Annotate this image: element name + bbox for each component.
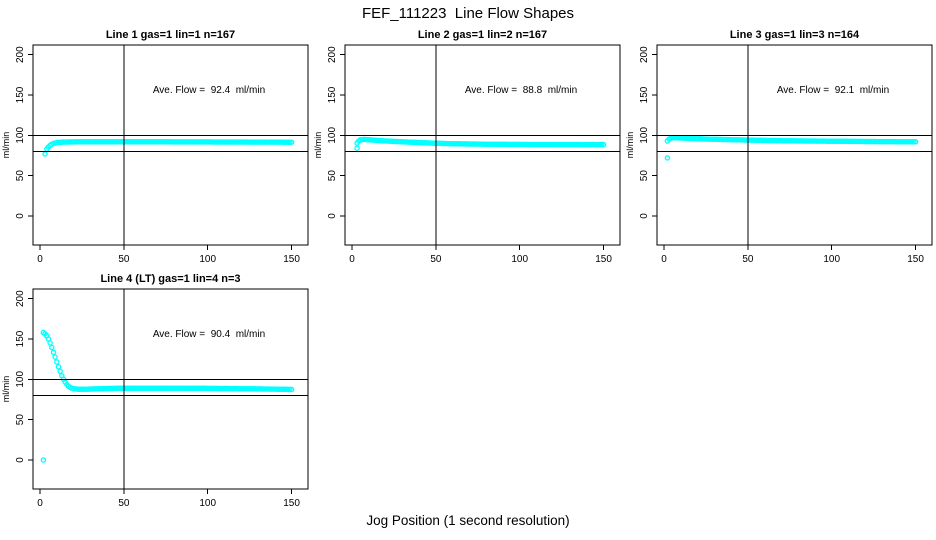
x-tick-label: 0 <box>37 254 43 265</box>
subplot-title: Line 3 gas=1 lin=3 n=164 <box>730 29 860 41</box>
data-point <box>55 364 62 370</box>
y-tick-label: 50 <box>15 414 26 426</box>
subplot-line-2: Line 2 gas=1 lin=2 n=167 0 50 100 150 0 50 100 1… <box>313 29 621 265</box>
subplot-title: Line 1 gas=1 lin=1 n=167 <box>106 29 235 41</box>
data-point <box>52 354 58 360</box>
data-points <box>664 134 919 161</box>
y-tick-label: 50 <box>327 170 338 182</box>
y-tick-label: 100 <box>15 127 26 144</box>
data-point <box>288 386 295 393</box>
subplot-line-1: Line 1 gas=1 lin=1 n=167 0 50 100 150 0 50 100 1… <box>1 29 309 265</box>
outlier-point <box>42 151 48 157</box>
plot-box <box>32 288 309 490</box>
y-tick-label: 150 <box>327 86 338 103</box>
figure-xlabel: Jog Position (1 second resolution) <box>366 513 570 528</box>
y-tick-label: 200 <box>327 46 338 63</box>
x-tick-label: 0 <box>661 254 667 265</box>
x-tick-label: 150 <box>595 254 612 265</box>
x-tick-label: 150 <box>907 254 924 265</box>
y-tick-label: 50 <box>639 170 650 182</box>
x-tick-label: 150 <box>283 498 300 509</box>
x-tick-label: 0 <box>37 498 43 509</box>
y-tick-label: 150 <box>639 86 650 103</box>
ave-flow-annotation: Ave. Flow = 88.8 ml/min <box>465 85 577 96</box>
y-axis-label: ml/min <box>1 132 11 159</box>
y-tick-label: 200 <box>15 290 26 307</box>
plot-box <box>344 44 621 246</box>
x-tick-label: 100 <box>199 498 216 509</box>
y-tick-label: 100 <box>639 127 650 144</box>
data-points <box>354 136 607 151</box>
y-tick-label: 100 <box>327 127 338 144</box>
data-points <box>40 329 295 463</box>
figure-title: FEF_111223 Line Flow Shapes <box>361 5 575 22</box>
data-points <box>42 139 295 157</box>
y-axis-label: ml/min <box>313 132 323 159</box>
y-tick-label: 0 <box>327 213 338 219</box>
data-point <box>49 344 55 351</box>
x-tick-label: 50 <box>742 254 754 265</box>
subplot-title: Line 4 (LT) gas=1 lin=4 n=3 <box>100 273 240 285</box>
data-point <box>50 349 57 356</box>
data-point <box>47 340 53 346</box>
outlier-point <box>40 457 47 463</box>
subplot-line-3: Line 3 gas=1 lin=3 n=164 0 50 100 150 0 50 100 1… <box>625 29 933 265</box>
y-axis-label: ml/min <box>1 376 11 403</box>
x-tick-label: 150 <box>283 254 300 265</box>
outlier-point <box>354 145 360 151</box>
x-tick-label: 0 <box>349 254 355 265</box>
data-point <box>912 139 919 145</box>
ave-flow-annotation: Ave. Flow = 92.4 ml/min <box>153 85 265 96</box>
ave-flow-annotation: Ave. Flow = 92.1 ml/min <box>777 85 889 96</box>
y-tick-label: 0 <box>639 213 650 219</box>
x-tick-label: 100 <box>511 254 528 265</box>
x-tick-label: 50 <box>118 498 130 509</box>
y-tick-label: 150 <box>15 86 26 103</box>
data-point <box>288 139 295 145</box>
x-tick-label: 100 <box>199 254 216 265</box>
outlier-point <box>664 155 671 161</box>
y-tick-label: 0 <box>15 213 26 219</box>
ave-flow-annotation: Ave. Flow = 90.4 ml/min <box>153 329 265 340</box>
y-tick-label: 200 <box>15 46 26 63</box>
data-point <box>57 368 63 375</box>
y-tick-label: 100 <box>15 371 26 388</box>
y-tick-label: 150 <box>15 330 26 347</box>
subplot-line-4: Line 4 (LT) gas=1 lin=4 n=3 0 50 100 150 0 50 1… <box>1 273 309 509</box>
y-tick-label: 50 <box>15 170 26 182</box>
plot-box <box>656 44 933 246</box>
data-point <box>54 359 60 365</box>
x-tick-label: 50 <box>430 254 442 265</box>
subplot-title: Line 2 gas=1 lin=2 n=167 <box>418 29 547 41</box>
data-point <box>600 141 607 148</box>
x-tick-label: 50 <box>118 254 130 265</box>
x-tick-label: 100 <box>823 254 840 265</box>
y-axis-label: ml/min <box>625 132 635 159</box>
y-tick-label: 0 <box>15 457 26 463</box>
plot-box <box>32 44 309 246</box>
y-tick-label: 200 <box>639 46 650 63</box>
